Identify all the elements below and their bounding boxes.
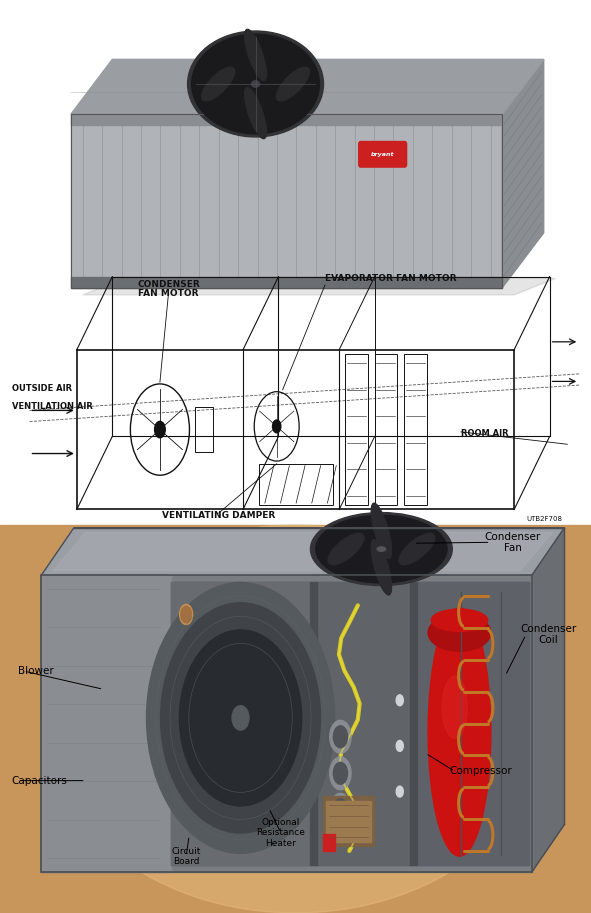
Ellipse shape [252, 81, 259, 87]
Bar [323, 796, 374, 846]
Circle shape [333, 726, 348, 748]
Ellipse shape [277, 68, 310, 100]
Circle shape [396, 786, 403, 797]
Bar [0, 306, 591, 525]
Bar [259, 464, 333, 505]
Ellipse shape [428, 614, 491, 651]
Ellipse shape [442, 677, 467, 739]
Bar [323, 834, 335, 851]
Ellipse shape [161, 603, 320, 833]
Text: OUTSIDE AIR: OUTSIDE AIR [12, 384, 72, 394]
Ellipse shape [431, 609, 488, 632]
Ellipse shape [310, 512, 452, 585]
Polygon shape [53, 532, 553, 571]
Ellipse shape [181, 606, 191, 623]
Ellipse shape [187, 31, 323, 137]
Ellipse shape [180, 630, 301, 806]
Ellipse shape [191, 34, 320, 134]
Circle shape [330, 720, 351, 753]
Bar [171, 582, 529, 865]
Circle shape [396, 740, 403, 751]
Bar [345, 354, 368, 505]
Ellipse shape [232, 706, 249, 730]
Bar [410, 582, 417, 865]
Circle shape [333, 799, 348, 821]
Bar [310, 582, 317, 865]
Bar [404, 354, 427, 505]
Bar [0, 525, 591, 913]
Ellipse shape [180, 604, 193, 624]
Text: Circuit
Board: Circuit Board [171, 846, 201, 866]
Ellipse shape [245, 29, 267, 80]
Bar [171, 582, 310, 865]
Text: Condenser
Coil: Condenser Coil [520, 624, 576, 645]
Ellipse shape [399, 533, 435, 565]
Ellipse shape [44, 525, 547, 913]
Text: FAN MOTOR: FAN MOTOR [138, 289, 199, 299]
Polygon shape [532, 528, 564, 872]
Bar [41, 575, 171, 872]
Bar [41, 575, 532, 872]
Ellipse shape [371, 503, 391, 559]
Bar [317, 582, 410, 865]
Text: CONDENSER: CONDENSER [137, 280, 200, 289]
Bar [417, 582, 529, 865]
Ellipse shape [371, 540, 391, 595]
Bar [71, 277, 502, 288]
Bar [41, 575, 532, 872]
Circle shape [272, 420, 281, 433]
Text: bryant: bryant [371, 152, 394, 157]
Circle shape [155, 422, 165, 438]
Text: Capacitors: Capacitors [12, 776, 68, 785]
Bar [71, 114, 502, 288]
Text: Compressor: Compressor [449, 767, 512, 776]
Circle shape [333, 762, 348, 784]
Polygon shape [83, 278, 556, 295]
Text: Blower: Blower [18, 666, 53, 676]
Bar [326, 801, 371, 842]
Text: VENTILATION AIR: VENTILATION AIR [12, 402, 93, 411]
Bar [375, 354, 397, 505]
Text: Optional
Resistance
Heater: Optional Resistance Heater [256, 818, 305, 847]
Bar [0, 0, 591, 306]
Text: Condenser
Fan: Condenser Fan [485, 531, 541, 553]
Circle shape [330, 757, 351, 790]
FancyBboxPatch shape [359, 142, 407, 167]
Polygon shape [71, 59, 544, 114]
Ellipse shape [147, 582, 335, 854]
Bar [196, 407, 213, 453]
Text: EVAPORATOR FAN MOTOR: EVAPORATOR FAN MOTOR [325, 274, 457, 283]
Polygon shape [502, 59, 544, 288]
Ellipse shape [328, 533, 364, 565]
Ellipse shape [202, 68, 235, 100]
Text: VENTILATING DAMPER: VENTILATING DAMPER [162, 511, 275, 520]
Bar [71, 114, 502, 288]
Text: UTB2F708: UTB2F708 [526, 516, 562, 521]
Polygon shape [41, 528, 564, 575]
Ellipse shape [245, 88, 267, 139]
Circle shape [396, 695, 403, 706]
Ellipse shape [377, 547, 386, 551]
Text: ROOM AIR: ROOM AIR [461, 429, 509, 438]
Ellipse shape [316, 515, 447, 582]
Bar [71, 114, 502, 125]
Ellipse shape [428, 608, 491, 856]
Circle shape [330, 793, 351, 826]
